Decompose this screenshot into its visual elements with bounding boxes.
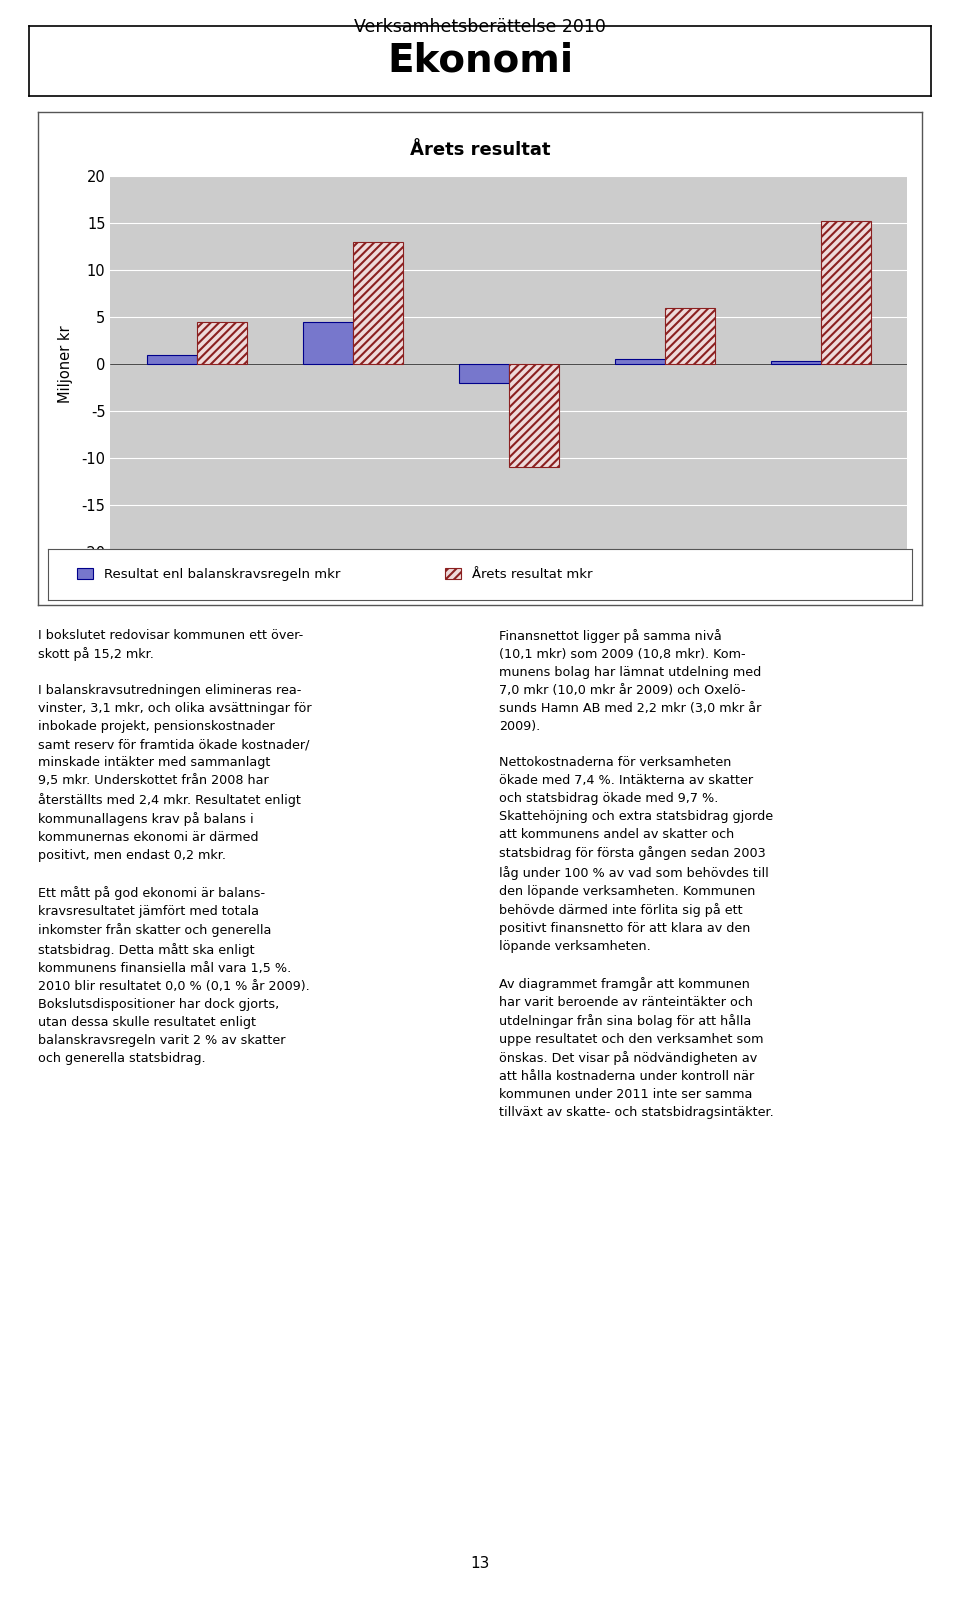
Legend: Resultat enl balanskravsregeln mkr, Årets resultat mkr: Resultat enl balanskravsregeln mkr, Året… [72, 563, 598, 586]
Text: Ekonomi: Ekonomi [387, 42, 573, 80]
Bar [197, 322, 247, 365]
Y-axis label: Miljoner kr: Miljoner kr [59, 325, 73, 403]
Bar [302, 322, 352, 365]
Bar [615, 360, 665, 365]
Bar [147, 355, 197, 365]
Bar [509, 365, 559, 467]
Bar [352, 242, 402, 365]
Text: I bokslutet redovisar kommunen ett över-
skott på 15,2 mkr.

I balanskravsutredn: I bokslutet redovisar kommunen ett över-… [38, 629, 312, 1064]
Text: Finansnettot ligger på samma nivå
(10,1 mkr) som 2009 (10,8 mkr). Kom-
munens bo: Finansnettot ligger på samma nivå (10,1 … [499, 629, 774, 1120]
Bar [665, 307, 715, 365]
Text: Verksamhetsberättelse 2010: Verksamhetsberättelse 2010 [354, 18, 606, 37]
Bar [771, 362, 821, 365]
Bar [821, 221, 871, 365]
Text: 13: 13 [470, 1557, 490, 1571]
Text: Årets resultat: Årets resultat [410, 141, 550, 158]
Bar [459, 365, 509, 382]
